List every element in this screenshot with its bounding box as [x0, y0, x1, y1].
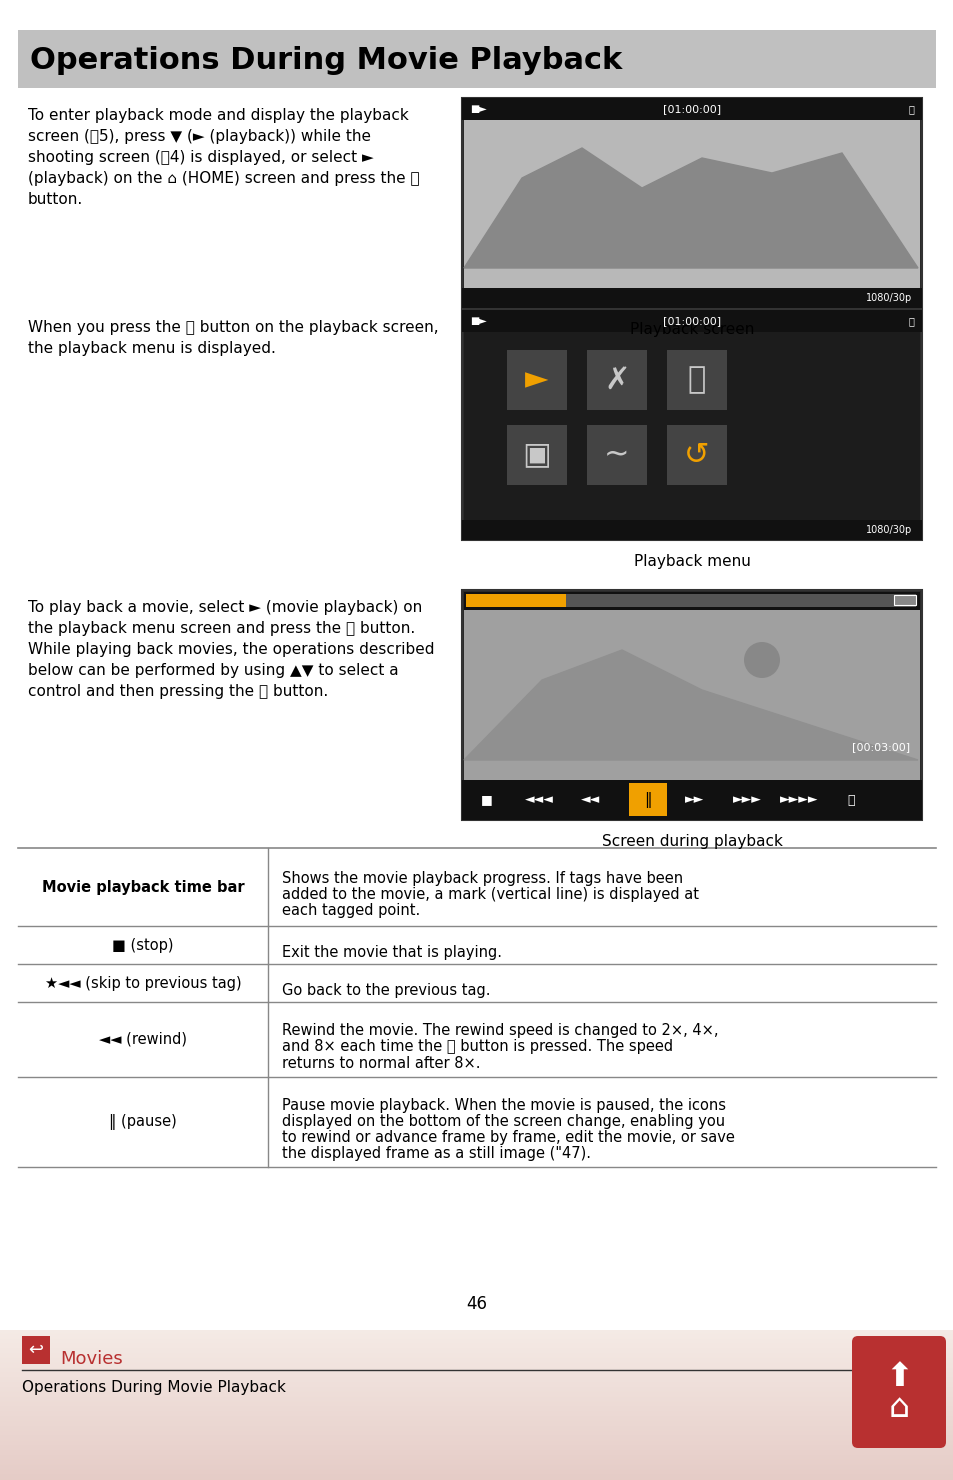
- Text: control and then pressing the Ⓚ button.: control and then pressing the Ⓚ button.: [28, 684, 328, 699]
- Text: the displayed frame as a still image ("47).: the displayed frame as a still image ("4…: [282, 1146, 590, 1160]
- Bar: [628, 783, 666, 815]
- Text: To enter playback mode and display the playback: To enter playback mode and display the p…: [28, 108, 408, 123]
- Circle shape: [743, 642, 780, 678]
- Text: 🔋: 🔋: [907, 317, 913, 326]
- Bar: [586, 349, 646, 410]
- Bar: [463, 332, 919, 519]
- FancyBboxPatch shape: [18, 30, 935, 87]
- Text: When you press the Ⓚ button on the playback screen,: When you press the Ⓚ button on the playb…: [28, 320, 438, 334]
- Text: (playback) on the ⌂ (HOME) screen and press the Ⓚ: (playback) on the ⌂ (HOME) screen and pr…: [28, 172, 419, 186]
- Text: Operations During Movie Playback: Operations During Movie Playback: [30, 46, 621, 74]
- Text: Exit the movie that is playing.: Exit the movie that is playing.: [282, 946, 501, 961]
- Text: 46: 46: [466, 1295, 487, 1313]
- Bar: [461, 98, 921, 120]
- Text: ↩: ↩: [29, 1341, 44, 1359]
- Text: ↺: ↺: [683, 441, 709, 469]
- Text: below can be performed by using ▲▼ to select a: below can be performed by using ▲▼ to se…: [28, 663, 398, 678]
- FancyBboxPatch shape: [461, 98, 921, 308]
- Text: 1080/30p: 1080/30p: [864, 293, 911, 303]
- Text: each tagged point.: each tagged point.: [282, 903, 420, 918]
- Text: Screen during playback: Screen during playback: [601, 835, 781, 850]
- Bar: [465, 593, 565, 607]
- Text: button.: button.: [28, 192, 83, 207]
- FancyBboxPatch shape: [851, 1336, 945, 1447]
- Text: ★◄◄ (skip to previous tag): ★◄◄ (skip to previous tag): [45, 975, 241, 990]
- Text: 🔊: 🔊: [846, 793, 854, 807]
- Text: To play back a movie, select ► (movie playback) on: To play back a movie, select ► (movie pl…: [28, 599, 422, 616]
- Bar: [463, 592, 919, 610]
- Bar: [461, 519, 921, 540]
- Text: returns to normal after 8×.: returns to normal after 8×.: [282, 1055, 480, 1070]
- Bar: [463, 120, 919, 290]
- Text: ►►: ►►: [684, 793, 704, 807]
- FancyBboxPatch shape: [461, 309, 921, 540]
- Text: ◄◄ (rewind): ◄◄ (rewind): [99, 1032, 187, 1046]
- Bar: [666, 425, 726, 485]
- Text: ◄◄◄: ◄◄◄: [524, 793, 553, 807]
- Text: Movie playback time bar: Movie playback time bar: [42, 879, 244, 894]
- Text: 🔑: 🔑: [687, 366, 705, 395]
- Text: ‖ (pause): ‖ (pause): [109, 1114, 176, 1131]
- Text: 🔋: 🔋: [907, 104, 913, 114]
- Bar: [463, 610, 919, 780]
- Bar: [22, 1336, 50, 1365]
- Text: Go back to the previous tag.: Go back to the previous tag.: [282, 983, 490, 998]
- Text: Rewind the movie. The rewind speed is changed to 2×, 4×,: Rewind the movie. The rewind speed is ch…: [282, 1024, 718, 1039]
- Bar: [586, 425, 646, 485]
- Text: ■ (stop): ■ (stop): [112, 937, 173, 953]
- Text: ■►: ■►: [470, 104, 486, 114]
- Text: added to the movie, a mark (vertical line) is displayed at: added to the movie, a mark (vertical lin…: [282, 887, 699, 901]
- Text: to rewind or advance frame by frame, edit the movie, or save: to rewind or advance frame by frame, edi…: [282, 1131, 734, 1146]
- Text: ‖: ‖: [643, 792, 651, 808]
- Text: Movies: Movies: [60, 1350, 123, 1368]
- Text: [01:00:00]: [01:00:00]: [662, 104, 720, 114]
- Text: ■►: ■►: [470, 317, 486, 326]
- Text: [00:03:00]: [00:03:00]: [851, 741, 909, 752]
- Text: Playback screen: Playback screen: [629, 323, 754, 337]
- Text: Shows the movie playback progress. If tags have been: Shows the movie playback progress. If ta…: [282, 872, 682, 887]
- Text: ∼: ∼: [603, 441, 629, 469]
- FancyBboxPatch shape: [461, 591, 921, 820]
- Bar: [461, 309, 921, 332]
- Bar: [461, 780, 921, 820]
- Text: 1080/30p: 1080/30p: [864, 525, 911, 534]
- Text: ►: ►: [525, 366, 548, 395]
- Bar: [506, 349, 566, 410]
- Bar: [893, 595, 915, 605]
- Polygon shape: [463, 148, 917, 268]
- Text: ▣: ▣: [522, 441, 551, 469]
- Text: and 8× each time the Ⓚ button is pressed. The speed: and 8× each time the Ⓚ button is pressed…: [282, 1039, 673, 1054]
- Text: [01:00:00]: [01:00:00]: [662, 317, 720, 326]
- Text: Operations During Movie Playback: Operations During Movie Playback: [22, 1379, 286, 1396]
- Bar: [666, 349, 726, 410]
- Text: Pause movie playback. When the movie is paused, the icons: Pause movie playback. When the movie is …: [282, 1098, 725, 1113]
- Text: ►►►: ►►►: [732, 793, 760, 807]
- Bar: [506, 425, 566, 485]
- Text: ✗: ✗: [603, 366, 629, 395]
- Polygon shape: [463, 650, 917, 761]
- Text: Playback menu: Playback menu: [633, 554, 750, 568]
- Text: ◄◄: ◄◄: [580, 793, 600, 807]
- Text: screen (5), press ▼ (► (playback)) while the: screen (5), press ▼ (► (playback)) whil…: [28, 129, 371, 144]
- Text: While playing back movies, the operations described: While playing back movies, the operation…: [28, 642, 434, 657]
- Text: ⬆
⌂: ⬆ ⌂: [884, 1360, 912, 1424]
- Text: ■: ■: [480, 793, 493, 807]
- Text: the playback menu is displayed.: the playback menu is displayed.: [28, 340, 275, 357]
- Text: the playback menu screen and press the Ⓚ button.: the playback menu screen and press the Ⓚ…: [28, 622, 415, 636]
- Text: displayed on the bottom of the screen change, enabling you: displayed on the bottom of the screen ch…: [282, 1114, 724, 1129]
- Bar: [461, 289, 921, 308]
- Text: ►►►►: ►►►►: [779, 793, 818, 807]
- Bar: [565, 593, 915, 607]
- Text: shooting screen (4) is displayed, or select ►: shooting screen (4) is displayed, or se…: [28, 149, 374, 164]
